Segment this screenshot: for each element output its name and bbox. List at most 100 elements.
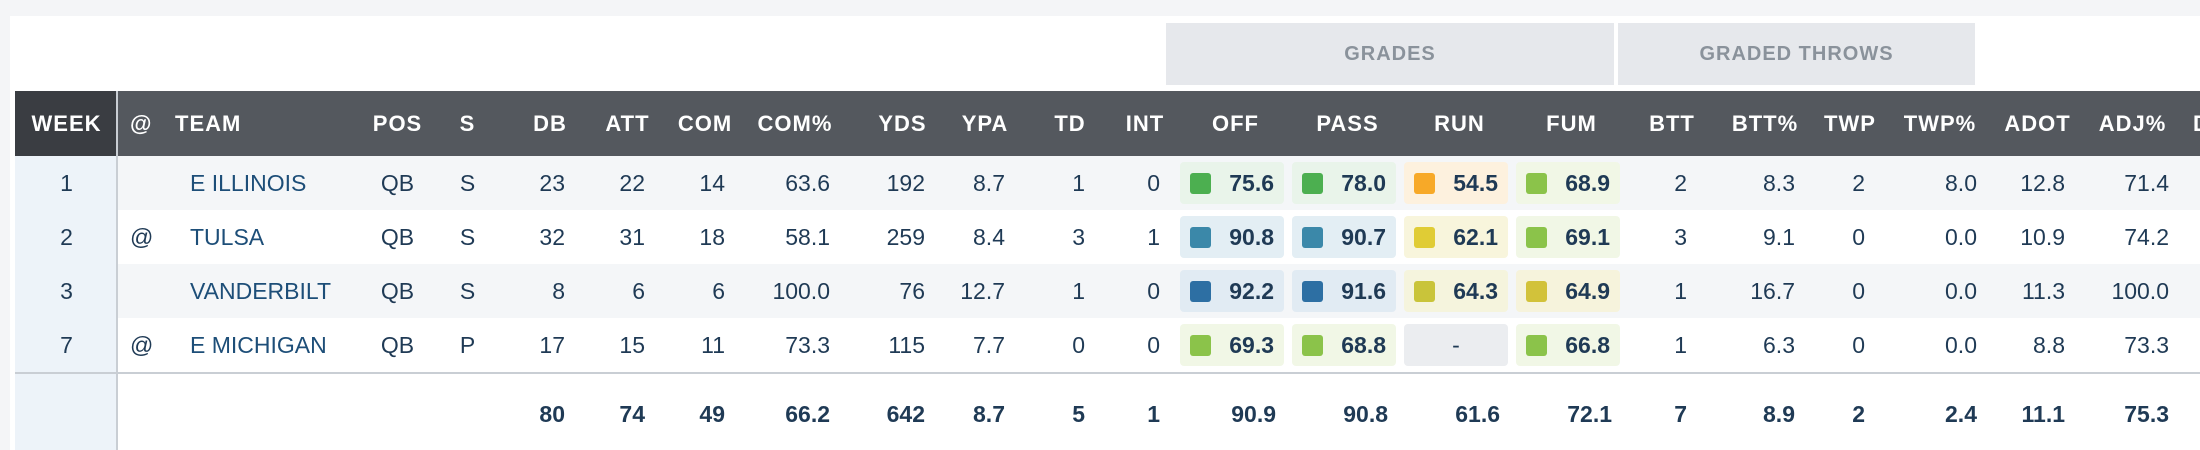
total-run: 61.6 [1455, 400, 1500, 427]
col-att[interactable]: ATT [605, 110, 650, 136]
week-cell: 1 [60, 169, 73, 196]
col-adj-pct[interactable]: ADJ% [2098, 110, 2167, 136]
ypa-cell: 8.4 [973, 223, 1005, 250]
yds-cell: 115 [888, 331, 925, 358]
grade-color-swatch [1190, 226, 1211, 248]
td-cell: 3 [1072, 223, 1085, 250]
col-db[interactable]: DB [533, 110, 567, 136]
fum-grade-value: 66.8 [1565, 331, 1610, 358]
att-cell: 31 [619, 223, 645, 250]
twp-cell: 0 [1852, 331, 1865, 358]
s-cell: S [459, 169, 476, 196]
table-row: 1 E ILLINOIS QB S 23 22 14 63.6 192 8.7 1 0 2 8.3 2 8.0… [15, 156, 2200, 210]
pos-cell: QB [380, 277, 415, 304]
week-cell: 7 [60, 331, 73, 358]
com-pct-cell: 73.3 [785, 331, 830, 358]
total-fum: 72.1 [1567, 400, 1612, 427]
att-cell: 22 [619, 169, 645, 196]
btt-pct-cell: 6.3 [1763, 331, 1795, 358]
fum-grade-box: 69.1 [1516, 216, 1620, 258]
twp-pct-cell: 8.0 [1945, 169, 1977, 196]
db-cell: 23 [539, 169, 565, 196]
col-fum[interactable]: FUM [1546, 110, 1597, 136]
total-twp-pct: 2.4 [1945, 400, 1977, 427]
col-td[interactable]: TD [1054, 110, 1086, 136]
com-cell: 11 [701, 331, 725, 358]
yds-cell: 76 [899, 277, 925, 304]
off-grade-value: 69.3 [1229, 331, 1274, 358]
fum-grade-value: 69.1 [1565, 223, 1610, 250]
off-grade-value: 92.2 [1229, 277, 1274, 304]
int-cell: 0 [1147, 331, 1160, 358]
col-com-pct[interactable]: COM% [757, 110, 833, 136]
total-int: 1 [1147, 400, 1160, 427]
fum-grade-value: 68.9 [1565, 169, 1610, 196]
twp-pct-cell: 0.0 [1945, 277, 1977, 304]
pass-grade-box: 78.0 [1292, 162, 1396, 204]
btt-pct-cell: 9.1 [1763, 223, 1795, 250]
team-link[interactable]: E MICHIGAN [190, 331, 327, 358]
btt-cell: 1 [1674, 331, 1687, 358]
run-grade-value: 64.3 [1453, 277, 1498, 304]
team-link[interactable]: TULSA [190, 223, 265, 250]
total-adot: 11.1 [2021, 400, 2066, 427]
twp-cell: 0 [1852, 223, 1865, 250]
col-yds[interactable]: YDS [878, 110, 927, 136]
com-pct-cell: 63.6 [785, 169, 830, 196]
fum-grade-box: 66.8 [1516, 324, 1620, 366]
off-grade-box: 69.3 [1180, 324, 1284, 366]
total-db: 80 [539, 400, 565, 427]
team-link[interactable]: E ILLINOIS [190, 169, 307, 196]
com-pct-cell: 100.0 [772, 277, 830, 304]
team-link[interactable]: VANDERBILT [190, 277, 332, 304]
off-grade-box: 90.8 [1180, 216, 1284, 258]
col-int[interactable]: INT [1125, 110, 1165, 136]
td-cell: 1 [1072, 277, 1085, 304]
total-com: 49 [699, 400, 725, 427]
col-off[interactable]: OFF [1212, 110, 1259, 136]
col-btt-pct[interactable]: BTT% [1731, 110, 1799, 136]
att-cell: 6 [632, 277, 645, 304]
col-com[interactable]: COM [677, 110, 733, 136]
col-at[interactable]: @ [130, 110, 153, 136]
col-s[interactable]: S [459, 110, 476, 136]
btt-cell: 2 [1674, 169, 1687, 196]
away-marker [130, 264, 160, 318]
ypa-cell: 8.7 [973, 169, 1005, 196]
col-twp-pct[interactable]: TWP% [1903, 110, 1977, 136]
table-row: 7 @ E MICHIGAN QB P 17 15 11 73.3 115 7.7 0 0 1 6.3 0 0.… [15, 318, 2200, 372]
com-cell: 6 [712, 277, 725, 304]
col-pass[interactable]: PASS [1316, 110, 1379, 136]
col-twp[interactable]: TWP [1824, 110, 1876, 136]
adot-cell: 10.9 [2020, 223, 2065, 250]
total-pass: 90.8 [1343, 400, 1388, 427]
col-adot[interactable]: ADOT [2004, 110, 2071, 136]
run-grade-box: - [1404, 324, 1508, 366]
db-cell: 32 [539, 223, 565, 250]
week-cell: 2 [60, 223, 73, 250]
td-cell: 1 [1072, 169, 1085, 196]
grade-color-swatch [1414, 280, 1435, 302]
s-cell: S [459, 277, 476, 304]
int-cell: 0 [1147, 277, 1160, 304]
int-cell: 1 [1147, 223, 1160, 250]
td-cell: 0 [1072, 331, 1085, 358]
off-grade-box: 92.2 [1180, 270, 1284, 312]
fum-grade-box: 64.9 [1516, 270, 1620, 312]
game-log-table: WEEK @ TEAM POS S DB ATT COM COM% YDS YP… [15, 88, 2200, 450]
grade-color-swatch [1526, 172, 1547, 194]
grade-color-swatch [1302, 334, 1323, 356]
col-btt[interactable]: BTT [1649, 110, 1695, 136]
col-run[interactable]: RUN [1434, 110, 1485, 136]
col-week[interactable]: WEEK [31, 110, 102, 136]
grade-color-swatch [1190, 334, 1211, 356]
col-ypa[interactable]: YPA [961, 110, 1009, 136]
int-cell: 0 [1147, 169, 1160, 196]
col-pos[interactable]: POS [372, 110, 423, 136]
col-next-partial[interactable]: D [2193, 91, 2200, 156]
col-team[interactable]: TEAM [175, 110, 242, 136]
yds-cell: 192 [886, 169, 925, 196]
graded-throws-group-header: GRADED THROWS [1618, 23, 1975, 85]
run-grade-box: 64.3 [1404, 270, 1508, 312]
